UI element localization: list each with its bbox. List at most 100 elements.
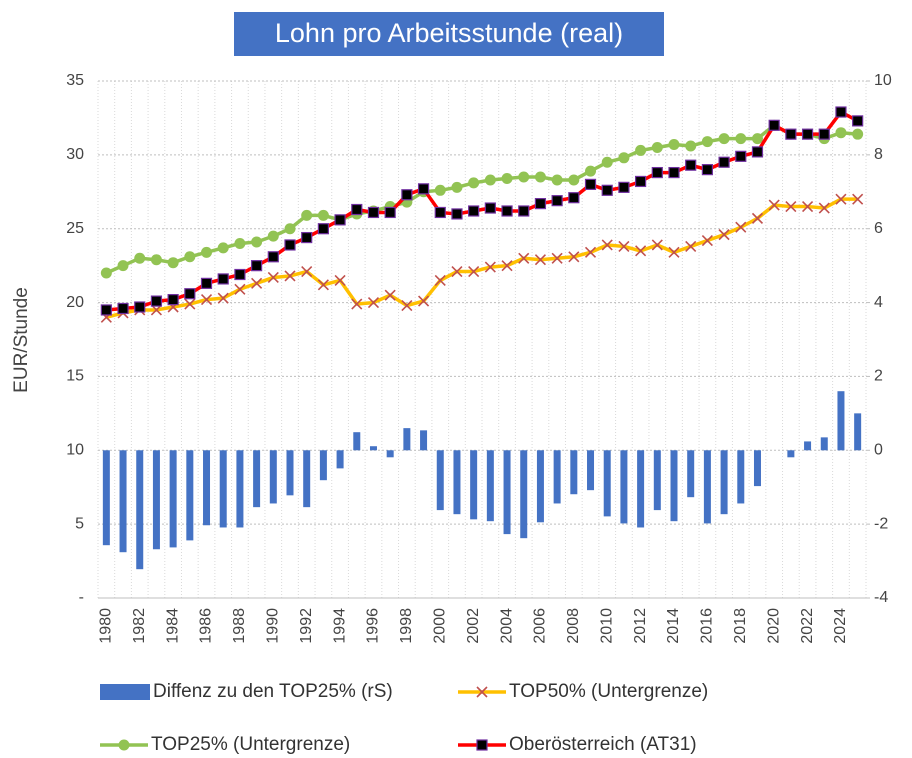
x-tick-label: 1988 xyxy=(231,608,248,644)
marker-square xyxy=(484,202,496,214)
marker-x xyxy=(217,292,229,304)
bar xyxy=(520,450,528,539)
marker-square xyxy=(234,268,246,281)
marker-circle xyxy=(601,156,613,168)
marker-square xyxy=(167,294,179,306)
marker-x xyxy=(718,229,730,241)
marker-square xyxy=(217,273,229,285)
marker-circle xyxy=(317,209,329,221)
marker-circle xyxy=(251,236,263,248)
marker-x xyxy=(801,200,814,213)
marker-circle xyxy=(117,260,129,272)
bar xyxy=(169,450,177,548)
x-tick-label: 2024 xyxy=(832,608,849,644)
marker-circle xyxy=(534,171,546,183)
marker-x xyxy=(852,193,864,205)
marker-x xyxy=(701,234,713,247)
line xyxy=(105,123,858,275)
marker-x xyxy=(317,279,329,291)
marker-square xyxy=(651,166,663,179)
bar xyxy=(703,450,711,524)
marker-x xyxy=(768,199,780,211)
bar xyxy=(219,450,227,528)
marker-square xyxy=(184,288,196,300)
y-tick-label: 35 xyxy=(66,72,84,89)
marker-square xyxy=(501,205,513,217)
marker-square xyxy=(451,208,463,220)
bar xyxy=(486,450,494,522)
marker-square xyxy=(301,231,313,244)
bar xyxy=(620,450,628,524)
marker-circle xyxy=(468,177,480,189)
x-tick-label: 1994 xyxy=(331,608,348,644)
marker-square xyxy=(200,277,213,289)
marker-x xyxy=(284,270,296,282)
marker-square xyxy=(635,175,647,188)
marker-square xyxy=(384,206,396,219)
y-tick-label: 10 xyxy=(66,442,84,459)
marker-square xyxy=(751,146,764,158)
title-box xyxy=(234,12,664,56)
y-axis-title: EUR/Stunde xyxy=(11,287,32,393)
y-tick-label: 30 xyxy=(66,146,84,163)
marker-circle xyxy=(701,136,713,148)
marker-square xyxy=(768,119,780,131)
x-tick-label: 1998 xyxy=(398,608,415,644)
bar xyxy=(102,450,110,546)
marker-circle xyxy=(835,127,847,139)
marker-square xyxy=(351,203,363,216)
x-tick-label: 2010 xyxy=(598,608,615,644)
bar xyxy=(837,391,845,451)
bar xyxy=(737,450,745,504)
x-tick-label: 1990 xyxy=(265,608,282,644)
bar xyxy=(503,450,511,535)
marker-x xyxy=(334,274,346,286)
marker-square xyxy=(134,301,146,313)
marker-x xyxy=(234,283,246,295)
bar xyxy=(152,450,160,550)
bar xyxy=(119,450,127,553)
marker-circle xyxy=(484,174,496,186)
marker-x xyxy=(384,289,396,301)
marker-circle xyxy=(551,174,563,186)
y2-tick-label: -2 xyxy=(874,515,888,532)
x-tick-label: 2002 xyxy=(465,608,482,644)
marker-square xyxy=(468,205,480,217)
bar xyxy=(369,446,377,451)
x-tick-label: 2014 xyxy=(665,608,682,644)
marker-square xyxy=(117,302,129,315)
x-tick-label: 2018 xyxy=(732,608,749,644)
marker-circle xyxy=(668,139,680,151)
marker-x xyxy=(651,239,663,251)
bar xyxy=(687,450,695,498)
marker-x xyxy=(417,295,430,307)
legend-swatch xyxy=(100,684,150,700)
marker-square xyxy=(476,739,488,751)
marker-square xyxy=(685,159,697,171)
marker-x xyxy=(501,260,513,272)
bar xyxy=(804,441,812,451)
bar xyxy=(186,450,194,541)
x-tick-label: 1992 xyxy=(298,608,315,644)
marker-x xyxy=(618,240,630,253)
bar xyxy=(787,450,795,458)
marker-x xyxy=(551,252,563,264)
marker-circle xyxy=(284,223,296,235)
marker-circle xyxy=(434,184,446,196)
marker-x xyxy=(367,297,380,309)
bar xyxy=(603,450,611,517)
marker-x xyxy=(568,251,580,263)
bar xyxy=(720,450,728,515)
bar xyxy=(386,450,394,458)
marker-square xyxy=(835,106,847,118)
marker-x xyxy=(401,299,413,312)
marker-x xyxy=(184,298,196,310)
x-tick-label: 2022 xyxy=(799,608,816,644)
marker-x xyxy=(584,246,597,258)
marker-square xyxy=(401,189,413,201)
x-tick-label: 2008 xyxy=(565,608,582,644)
marker-square xyxy=(334,214,346,226)
marker-square xyxy=(818,128,830,140)
marker-x xyxy=(601,239,613,251)
